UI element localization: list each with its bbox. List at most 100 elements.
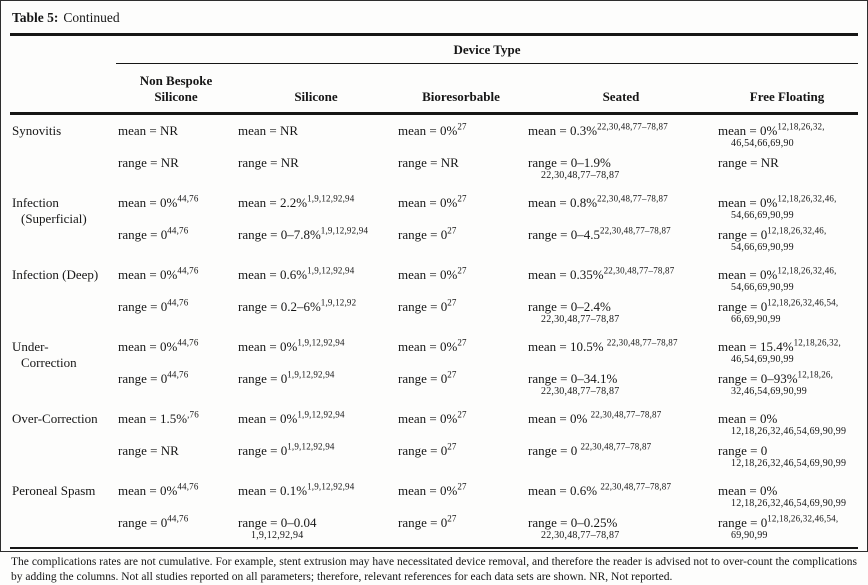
- range-references: 27: [447, 514, 456, 524]
- mean-line: mean = 0%44,76: [118, 267, 230, 282]
- range-line: range = 0–7.8%1,9,12,92,94: [238, 227, 390, 242]
- range-references-wrap: 22,30,48,77–78,87: [528, 170, 710, 181]
- range-line: range = 044,76: [118, 515, 230, 530]
- mean-stat: mean = 0%44,76: [118, 267, 230, 299]
- range-references: 44,76: [167, 226, 188, 236]
- mean-line: mean = 2.2%1,9,12,92,94: [238, 195, 390, 210]
- mean-references: 22,30,48,77–78,87: [597, 122, 668, 132]
- table-title-suffix: Continued: [63, 10, 119, 25]
- mean-stat: mean = 1.5%,76: [118, 411, 230, 443]
- mean-references-wrap: 46,54,66,69,90: [718, 138, 852, 149]
- mean-value: mean = NR: [238, 123, 298, 138]
- mean-line: mean = 0%27: [398, 123, 520, 138]
- mean-stat: mean = 0% 22,30,48,77–78,87: [528, 411, 710, 443]
- range-stat: range = 012,18,26,32,46,54,66,69,90,99: [718, 299, 852, 331]
- range-references: 44,76: [167, 514, 188, 524]
- range-references: 27: [447, 370, 456, 380]
- mean-line: mean = 0.6%1,9,12,92,94: [238, 267, 390, 282]
- mean-references: 1,9,12,92,94: [297, 338, 344, 348]
- mean-line: mean = 0%12,18,26,32,46,: [718, 267, 852, 282]
- range-references-wrap: 66,69,90,99: [718, 314, 852, 325]
- row-label: Under-Correction: [10, 339, 116, 403]
- mean-references-wrap: 54,66,69,90,99: [718, 210, 852, 221]
- range-stat: range = 044,76: [118, 227, 230, 259]
- column-header-free-floating: Free Floating: [716, 89, 858, 105]
- mean-references-wrap: 12,18,26,32,46,54,69,90,99: [718, 498, 852, 509]
- mean-references: 44,76: [177, 338, 198, 348]
- column-header-silicone: Silicone: [236, 89, 396, 105]
- range-stat: range = 027: [398, 299, 520, 331]
- range-value: range = 0: [718, 227, 767, 242]
- range-references-wrap: 22,30,48,77–78,87: [528, 386, 710, 397]
- range-value: range = 0.2–6%: [238, 299, 321, 314]
- mean-stat: mean = 0.6% 22,30,48,77–78,87: [528, 483, 710, 515]
- range-line: range = NR: [118, 155, 230, 170]
- range-line: range = 0–4.522,30,48,77–78,87: [528, 227, 710, 242]
- range-stat: range = 012,18,26,32,46,54,69,90,99: [718, 515, 852, 547]
- range-references: 27: [447, 226, 456, 236]
- row-label: Infection (Deep): [10, 267, 116, 331]
- mean-stat: mean = 0%12,18,26,32,46,54,66,69,90,99: [718, 195, 852, 227]
- range-line: range = 01,9,12,92,94: [238, 371, 390, 386]
- range-line: range = 027: [398, 515, 520, 530]
- range-references-wrap: 22,30,48,77–78,87: [528, 314, 710, 325]
- range-value: range = 0: [118, 515, 167, 530]
- row-label-line: Peroneal Spasm: [12, 483, 116, 499]
- range-references-wrap: 1,9,12,92,94: [238, 530, 390, 541]
- range-value: range = 0: [398, 299, 447, 314]
- range-stat: range = 027: [398, 227, 520, 259]
- mean-line: mean = 1.5%,76: [118, 411, 230, 426]
- mean-value: mean = 0.35%: [528, 267, 604, 282]
- mean-references: 12,18,26,32,: [777, 122, 824, 132]
- table-cell: mean = 0%27 range = NR: [396, 123, 526, 187]
- mean-references: 44,76: [177, 266, 198, 276]
- mean-stat: mean = 0%12,18,26,32,46,54,66,69,90: [718, 123, 852, 155]
- mean-stat: mean = 0.1%1,9,12,92,94: [238, 483, 390, 515]
- range-stat: range = 0–0.25%22,30,48,77–78,87: [528, 515, 710, 547]
- mean-references: 1,9,12,92,94: [297, 410, 344, 420]
- mean-line: mean = 0%12,18,26,32,46,: [718, 195, 852, 210]
- column-header-non-bespoke-silicone: Non Bespoke Silicone: [116, 73, 236, 105]
- mean-value: mean = 15.4%: [718, 339, 794, 354]
- range-stat: range = 0–1.9%22,30,48,77–78,87: [528, 155, 710, 187]
- range-references: 44,76: [167, 298, 188, 308]
- range-value: range = NR: [118, 155, 179, 170]
- mean-value: mean = 0.8%: [528, 195, 597, 210]
- range-line: range = NR: [238, 155, 390, 170]
- mean-line: mean = 0% 22,30,48,77–78,87: [528, 411, 710, 426]
- range-stat: range = NR: [398, 155, 520, 187]
- range-line: range = 044,76: [118, 227, 230, 242]
- range-value: range = 0: [238, 371, 287, 386]
- mean-line: mean = 0.3%22,30,48,77–78,87: [528, 123, 710, 138]
- column-header-bioresorbable: Bioresorbable: [396, 89, 526, 105]
- mean-value: mean = 0%: [718, 267, 777, 282]
- column-header-row: Non Bespoke Silicone Silicone Bioresorba…: [10, 64, 858, 112]
- range-value: range = 0: [238, 443, 287, 458]
- range-value: range = NR: [718, 155, 779, 170]
- device-type-header: Device Type: [116, 42, 858, 64]
- mean-value: mean = NR: [118, 123, 178, 138]
- mean-stat: mean = NR: [118, 123, 230, 155]
- mean-value: mean = 0%: [238, 411, 297, 426]
- row-label-line: Infection (Deep): [12, 267, 116, 283]
- mean-stat: mean = 0%27: [398, 123, 520, 155]
- mean-stat: mean = 10.5% 22,30,48,77–78,87: [528, 339, 710, 371]
- range-references: 12,18,26,32,46,54,: [767, 298, 838, 308]
- mean-stat: mean = 0%27: [398, 195, 520, 227]
- mean-line: mean = 0%: [718, 411, 852, 426]
- range-stat: range = 0–93%12,18,26,32,46,54,69,90,99: [718, 371, 852, 403]
- range-value: range = 0: [118, 299, 167, 314]
- mean-references: 27: [457, 122, 466, 132]
- range-line: range = 0–0.25%: [528, 515, 710, 530]
- range-stat: range = 0–2.4%22,30,48,77–78,87: [528, 299, 710, 331]
- mean-line: mean = 0%1,9,12,92,94: [238, 339, 390, 354]
- range-line: range = 027: [398, 299, 520, 314]
